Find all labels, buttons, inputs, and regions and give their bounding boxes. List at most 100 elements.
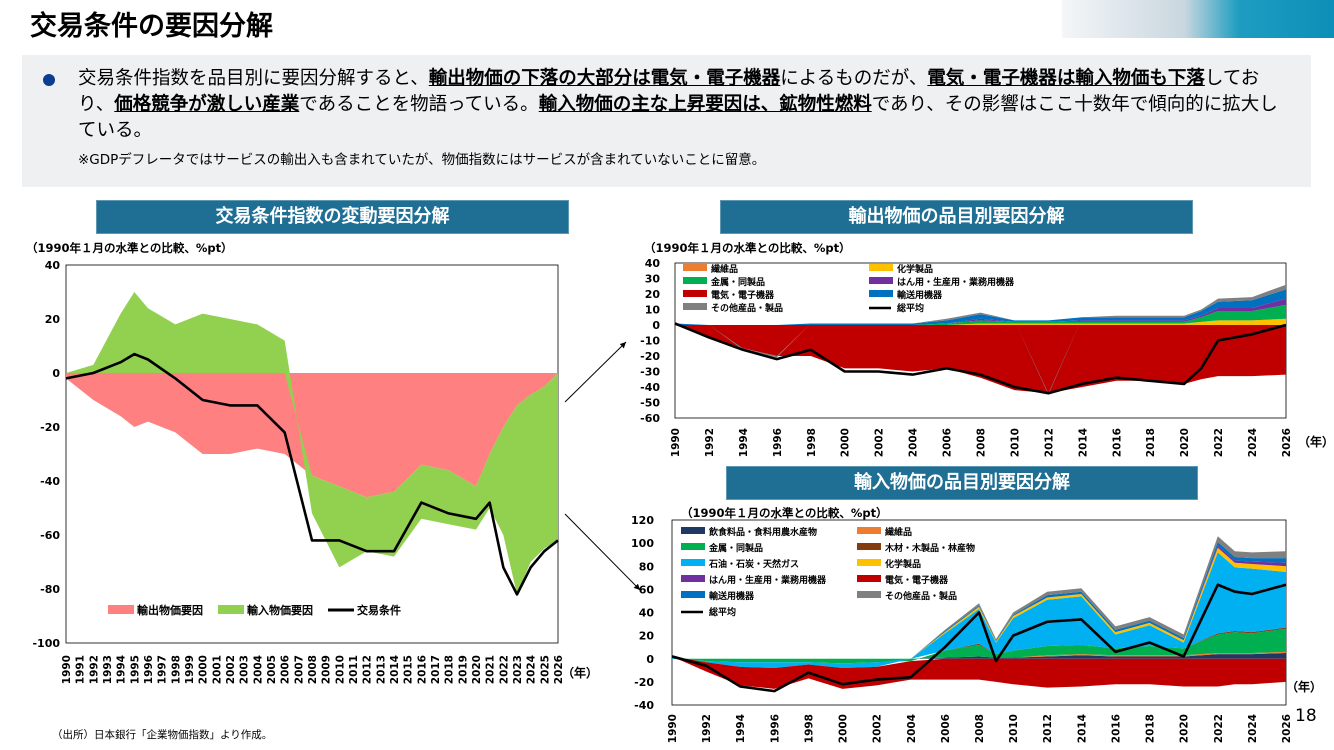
legend-label: 電気・電子機器 <box>711 289 775 301</box>
x-tick-label: 2000 <box>198 655 210 684</box>
y-tick-label: 20 <box>639 630 655 643</box>
y-tick-label: 40 <box>645 257 661 270</box>
x-tick-label: 1995 <box>129 655 141 684</box>
summary-run: しており、 <box>78 68 1260 115</box>
x-tick-label: 2020 <box>471 655 483 684</box>
x-tick-label: 2002 <box>874 428 886 457</box>
x-tick-label: 2014 <box>1077 428 1089 457</box>
x-axis-unit: （年） <box>1286 680 1323 694</box>
x-tick-label: 2002 <box>225 655 237 684</box>
x-tick-label: 1999 <box>184 655 196 684</box>
chart-unit-label: （1990年１月の水準との比較、%pt） <box>644 241 851 255</box>
x-tick-label: 1990 <box>670 428 682 457</box>
series-line <box>671 583 1287 693</box>
x-tick-label: 1990 <box>667 714 679 743</box>
x-tick-label: 2008 <box>974 714 986 743</box>
legend-label: 総平均 <box>709 606 736 618</box>
legend-label: はん用・生産用・業務用機器 <box>709 574 827 586</box>
chart-header-import-prices: 輸入物価の品目別要因分解 <box>726 466 1198 500</box>
summary-run: であることを物語っている。 <box>299 94 539 115</box>
legend-label: 輸入物価要因 <box>247 603 313 617</box>
x-tick-label: 2026 <box>1281 428 1293 457</box>
x-tick-label: 1992 <box>701 714 713 743</box>
legend-swatch <box>683 264 707 271</box>
page-title: 交易条件の要因分解 <box>30 11 273 42</box>
legend-swatch <box>681 575 705 582</box>
legend-label: 化学製品 <box>897 263 933 275</box>
x-tick-label: 1997 <box>157 655 169 684</box>
x-tick-label: 2012 <box>1043 428 1055 457</box>
x-tick-label: 1994 <box>738 428 750 457</box>
x-tick-label: 2019 <box>457 655 469 684</box>
legend-swatch <box>681 559 705 566</box>
legend-label: 木材・木製品・林産物 <box>884 542 975 554</box>
legend-swatch <box>683 303 707 310</box>
legend-swatch <box>857 543 881 550</box>
header-decoration <box>1062 0 1334 38</box>
legend-swatch <box>683 277 707 284</box>
series-area <box>66 292 558 595</box>
x-tick-label: 2025 <box>539 655 551 684</box>
summary-emphasis: 輸出物価の下落の大部分は電気・電子機器 <box>428 68 781 89</box>
y-tick-label: -100 <box>32 637 60 650</box>
legend-label: 総平均 <box>897 302 924 314</box>
y-tick-label: 20 <box>45 313 61 326</box>
x-axis-unit: （年） <box>562 666 599 680</box>
legend-label: その他産品・製品 <box>885 590 957 602</box>
x-tick-label: 2000 <box>838 714 850 743</box>
legend-label: 金属・同製品 <box>710 276 765 288</box>
legend-label: その他産品・製品 <box>711 302 783 314</box>
legend-swatch <box>869 290 893 297</box>
y-tick-label: 120 <box>631 514 654 527</box>
x-tick-label: 2026 <box>553 655 565 684</box>
x-tick-label: 2026 <box>1281 714 1293 743</box>
x-tick-label: 2007 <box>293 655 305 684</box>
x-tick-label: 1998 <box>803 714 815 743</box>
x-tick-label: 2018 <box>1145 428 1157 457</box>
y-tick-label: -30 <box>640 366 660 379</box>
legend-label: 輸送用機器 <box>897 289 943 301</box>
x-tick-label: 2004 <box>908 428 920 457</box>
legend-swatch <box>681 591 705 598</box>
y-tick-label: 80 <box>639 560 655 573</box>
x-tick-label: 1996 <box>143 655 155 684</box>
y-tick-label: -60 <box>40 529 60 542</box>
legend-swatch <box>857 591 881 598</box>
legend-swatch <box>218 605 244 614</box>
x-tick-label: 1996 <box>772 428 784 457</box>
legend-label: はん用・生産用・業務用機器 <box>897 276 1015 288</box>
series-area <box>66 373 558 498</box>
legend-swatch <box>857 559 881 566</box>
legend-label: 石油・石炭・天然ガス <box>708 558 799 570</box>
x-tick-label: 2004 <box>906 714 918 743</box>
x-tick-label: 2014 <box>389 655 401 684</box>
x-tick-label: 2016 <box>1111 428 1123 457</box>
y-tick-label: 100 <box>631 537 654 550</box>
x-tick-label: 2020 <box>1179 428 1191 457</box>
x-tick-label: 2021 <box>485 655 497 684</box>
x-tick-label: 1994 <box>116 655 128 684</box>
page-number: 18 <box>1295 706 1317 726</box>
series-area <box>675 298 1286 325</box>
x-tick-label: 2005 <box>266 655 278 684</box>
x-tick-label: 2023 <box>512 655 524 684</box>
x-tick-label: 2016 <box>416 655 428 684</box>
x-tick-label: 2010 <box>1009 428 1021 457</box>
summary-text: 交易条件指数を品目別に要因分解すると、輸出物価の下落の大部分は電気・電子機器によ… <box>78 66 1293 144</box>
x-tick-label: 2012 <box>1042 714 1054 743</box>
legend-label: 繊維品 <box>711 263 738 275</box>
series-area <box>672 656 1286 689</box>
y-tick-label: 40 <box>639 607 655 620</box>
y-tick-label: -20 <box>40 421 60 434</box>
x-tick-label: 1994 <box>735 714 747 743</box>
x-tick-label: 2022 <box>1213 714 1225 743</box>
x-tick-label: 1998 <box>170 655 182 684</box>
summary-emphasis: 電気・電子機器は輸入物価も下落 <box>927 68 1205 89</box>
legend-label: 輸送用機器 <box>709 590 755 602</box>
x-tick-label: 2024 <box>1247 428 1259 457</box>
x-tick-label: 2024 <box>1247 714 1259 743</box>
legend-swatch <box>869 264 893 271</box>
x-tick-label: 1992 <box>704 428 716 457</box>
y-tick-label: -10 <box>640 335 660 348</box>
